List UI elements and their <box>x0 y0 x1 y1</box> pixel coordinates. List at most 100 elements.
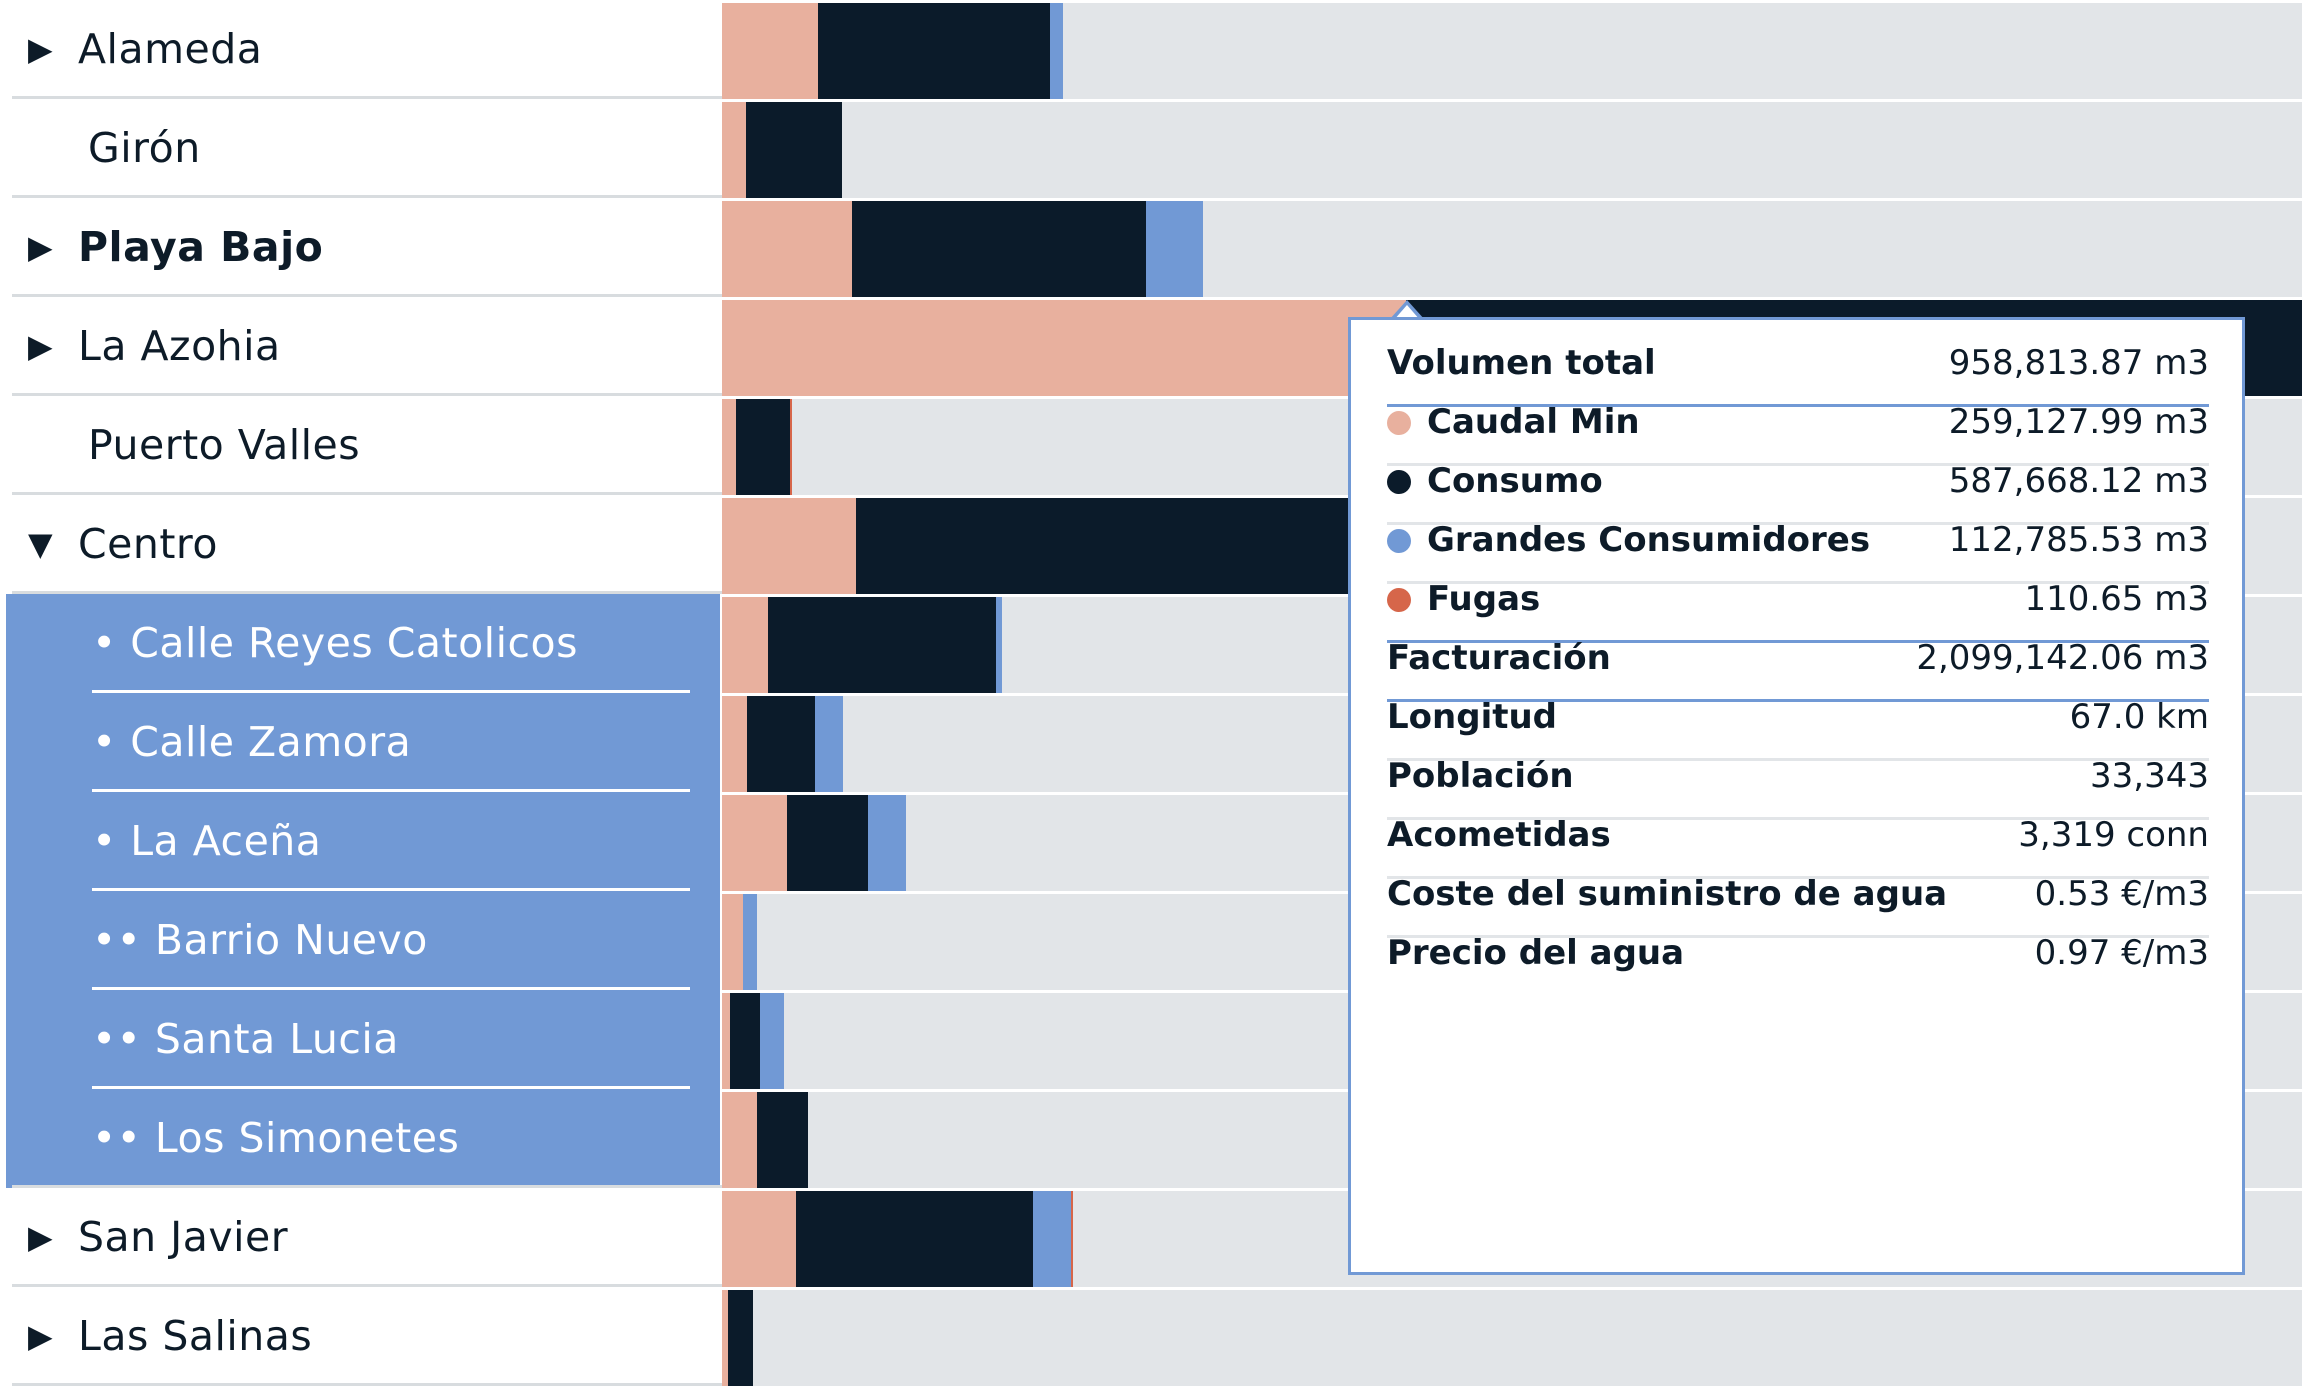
consumo-segment[interactable] <box>730 993 760 1089</box>
coste-suministro-value: 0.53 €/m3 <box>2034 874 2209 914</box>
sector-name: • Calle Zamora <box>92 718 412 766</box>
sector-row-label-cell[interactable]: Girón <box>6 99 726 198</box>
grandes-consumidores-segment[interactable] <box>1033 1191 1071 1287</box>
sector-row-label-cell[interactable]: Puerto Valles <box>6 396 726 495</box>
consumo-label: Consumo <box>1427 461 1603 501</box>
sector-row-label-cell[interactable]: •• Los Simonetes <box>6 1089 726 1188</box>
consumo-segment[interactable] <box>852 201 1146 297</box>
caudal-min-segment[interactable] <box>722 201 852 297</box>
tooltip-row-grandes-consumidores: Grandes Consumidores 112,785.53 m3 <box>1387 497 2209 584</box>
consumo-segment[interactable] <box>768 597 996 693</box>
sector-row[interactable]: Girón <box>0 99 2302 198</box>
grandes-consumidores-value: 112,785.53 m3 <box>1948 520 2209 560</box>
grandes-consumidores-segment[interactable] <box>743 894 757 990</box>
sector-row-label-cell[interactable]: ▶ La Azohia <box>6 297 726 396</box>
consumo-segment[interactable] <box>746 102 842 198</box>
sector-row-label-cell[interactable]: ▶ Playa Bajo <box>6 198 726 297</box>
bar-track[interactable] <box>722 102 2302 198</box>
sector-row-label-cell[interactable]: • La Aceña <box>6 792 720 891</box>
expand-caret-icon[interactable]: ▶ <box>28 327 53 365</box>
sector-row-label-cell[interactable]: •• Barrio Nuevo <box>6 891 720 990</box>
fugas-label: Fugas <box>1427 579 1541 619</box>
row-divider <box>92 888 690 891</box>
sector-name: •• Barrio Nuevo <box>92 916 428 964</box>
volumen-total-label: Volumen total <box>1387 343 1656 383</box>
divider <box>1387 640 2209 643</box>
consumo-segment[interactable] <box>747 696 815 792</box>
fugas-segment[interactable] <box>1071 1191 1073 1287</box>
grandes-consumidores-label: Grandes Consumidores <box>1427 520 1871 560</box>
row-divider <box>12 492 726 495</box>
sector-name: San Javier <box>78 1213 289 1261</box>
consumo-segment[interactable] <box>757 1092 808 1188</box>
caudal-min-segment[interactable] <box>722 399 736 495</box>
sector-name: • Calle Reyes Catolicos <box>92 619 578 667</box>
tooltip-row-acometidas: Acometidas 3,319 conn <box>1387 792 2209 879</box>
expand-caret-icon[interactable]: ▶ <box>28 1317 53 1355</box>
caudal-min-segment[interactable] <box>722 498 856 594</box>
expand-caret-icon[interactable]: ▶ <box>28 1218 53 1256</box>
row-divider <box>12 195 726 198</box>
row-divider <box>92 987 690 990</box>
caudal-min-segment[interactable] <box>722 597 768 693</box>
bar-track[interactable] <box>722 201 2302 297</box>
divider <box>1387 581 2209 584</box>
sector-name: •• Los Simonetes <box>92 1114 460 1162</box>
row-divider <box>92 789 690 792</box>
caudal-min-segment[interactable] <box>722 1092 757 1188</box>
caudal-min-segment[interactable] <box>722 696 747 792</box>
bar-track[interactable] <box>722 3 2302 99</box>
tooltip-row-longitud: Longitud 67.0 km <box>1387 674 2209 761</box>
sector-details-tooltip: Volumen total 958,813.87 m3 Caudal Min 2… <box>1348 317 2245 1275</box>
caudal-min-value: 259,127.99 m3 <box>1948 402 2209 442</box>
sector-row[interactable]: ▶ Alameda <box>0 0 2302 99</box>
expand-caret-icon[interactable]: ▶ <box>28 228 53 266</box>
caudal-min-segment[interactable] <box>722 1191 796 1287</box>
collapse-caret-icon[interactable]: ▼ <box>28 525 53 563</box>
grandes-consumidores-segment[interactable] <box>868 795 906 891</box>
sector-row-label-cell[interactable]: ▼ Centro <box>6 495 726 594</box>
tooltip-row-precio-agua: Precio del agua 0.97 €/m3 <box>1387 910 2209 997</box>
expand-caret-icon[interactable]: ▶ <box>28 30 53 68</box>
caudal-min-segment[interactable] <box>722 894 743 990</box>
consumo-segment[interactable] <box>728 1290 753 1386</box>
grandes-consumidores-segment[interactable] <box>1146 201 1203 297</box>
acometidas-value: 3,319 conn <box>2018 815 2209 855</box>
sector-row-label-cell[interactable]: • Calle Reyes Catolicos <box>6 594 720 693</box>
sector-row-label-cell[interactable]: ▶ Alameda <box>6 0 726 99</box>
divider <box>1387 404 2209 407</box>
facturacion-value: 2,099,142.06 m3 <box>1916 638 2209 678</box>
fugas-segment[interactable] <box>790 399 792 495</box>
bar-track[interactable] <box>722 1290 2302 1386</box>
volumen-total-value: 958,813.87 m3 <box>1948 343 2209 383</box>
fugas-dot-icon <box>1387 588 1411 612</box>
row-divider <box>12 294 726 297</box>
grandes-consumidores-segment[interactable] <box>760 993 784 1089</box>
tooltip-pointer <box>1389 300 1425 320</box>
sector-row-label-cell[interactable]: •• Santa Lucia <box>6 990 720 1089</box>
sector-row-label-cell[interactable]: ▶ Las Salinas <box>6 1287 726 1386</box>
row-divider <box>12 591 726 594</box>
sector-row-label-cell[interactable]: ▶ San Javier <box>6 1188 726 1287</box>
divider <box>1387 463 2209 466</box>
sector-row[interactable]: ▶ Playa Bajo <box>0 198 2302 297</box>
coste-suministro-label: Coste del suministro de agua <box>1387 874 1948 914</box>
fugas-value: 110.65 m3 <box>2024 579 2209 619</box>
grandes-consumidores-segment[interactable] <box>996 597 1002 693</box>
caudal-min-segment[interactable] <box>722 795 787 891</box>
consumo-segment[interactable] <box>796 1191 1033 1287</box>
caudal-min-segment[interactable] <box>722 1290 728 1386</box>
tooltip-row-facturacion: Facturación 2,099,142.06 m3 <box>1387 615 2209 702</box>
caudal-min-segment[interactable] <box>722 3 818 99</box>
sector-row[interactable]: ▶ Las Salinas <box>0 1287 2302 1386</box>
sector-name: Alameda <box>78 25 263 73</box>
consumo-segment[interactable] <box>736 399 790 495</box>
caudal-min-segment[interactable] <box>722 102 746 198</box>
grandes-consumidores-segment[interactable] <box>815 696 843 792</box>
grandes-consumidores-segment[interactable] <box>1050 3 1063 99</box>
consumo-segment[interactable] <box>818 3 1050 99</box>
consumo-segment[interactable] <box>787 795 868 891</box>
sector-row-label-cell[interactable]: • Calle Zamora <box>6 693 720 792</box>
caudal-min-segment[interactable] <box>722 993 730 1089</box>
caudal-min-segment[interactable] <box>722 300 1406 396</box>
